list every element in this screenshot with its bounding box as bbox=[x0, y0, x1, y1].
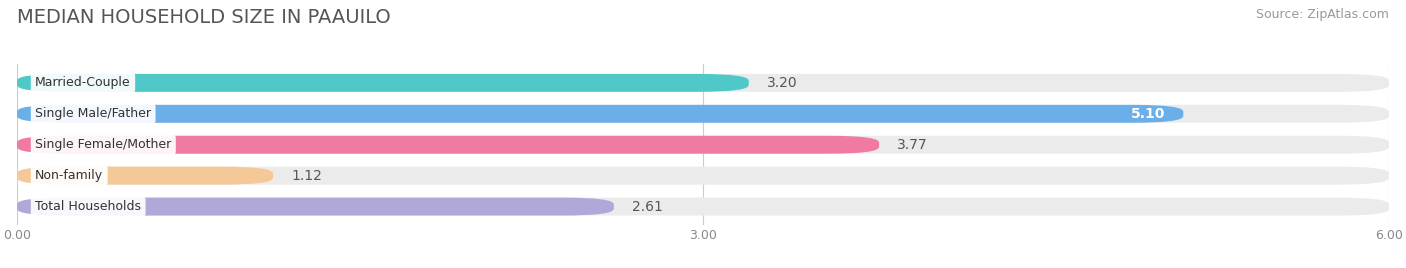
FancyBboxPatch shape bbox=[17, 105, 1389, 123]
Text: 2.61: 2.61 bbox=[633, 200, 664, 214]
Text: Non-family: Non-family bbox=[35, 169, 103, 182]
Text: Married-Couple: Married-Couple bbox=[35, 76, 131, 89]
Text: 3.20: 3.20 bbox=[768, 76, 797, 90]
Text: Single Female/Mother: Single Female/Mother bbox=[35, 138, 172, 151]
FancyBboxPatch shape bbox=[17, 74, 749, 92]
FancyBboxPatch shape bbox=[17, 136, 1389, 154]
FancyBboxPatch shape bbox=[17, 74, 1389, 92]
Text: MEDIAN HOUSEHOLD SIZE IN PAAUILO: MEDIAN HOUSEHOLD SIZE IN PAAUILO bbox=[17, 8, 391, 27]
Text: Single Male/Father: Single Male/Father bbox=[35, 107, 152, 120]
Text: Source: ZipAtlas.com: Source: ZipAtlas.com bbox=[1256, 8, 1389, 21]
FancyBboxPatch shape bbox=[17, 167, 1389, 185]
Text: 5.10: 5.10 bbox=[1130, 107, 1166, 121]
FancyBboxPatch shape bbox=[17, 105, 1184, 123]
Text: 3.77: 3.77 bbox=[897, 138, 928, 152]
Text: 1.12: 1.12 bbox=[291, 169, 322, 183]
Text: Total Households: Total Households bbox=[35, 200, 141, 213]
FancyBboxPatch shape bbox=[17, 136, 879, 154]
FancyBboxPatch shape bbox=[17, 167, 273, 185]
FancyBboxPatch shape bbox=[17, 198, 1389, 215]
FancyBboxPatch shape bbox=[17, 198, 614, 215]
